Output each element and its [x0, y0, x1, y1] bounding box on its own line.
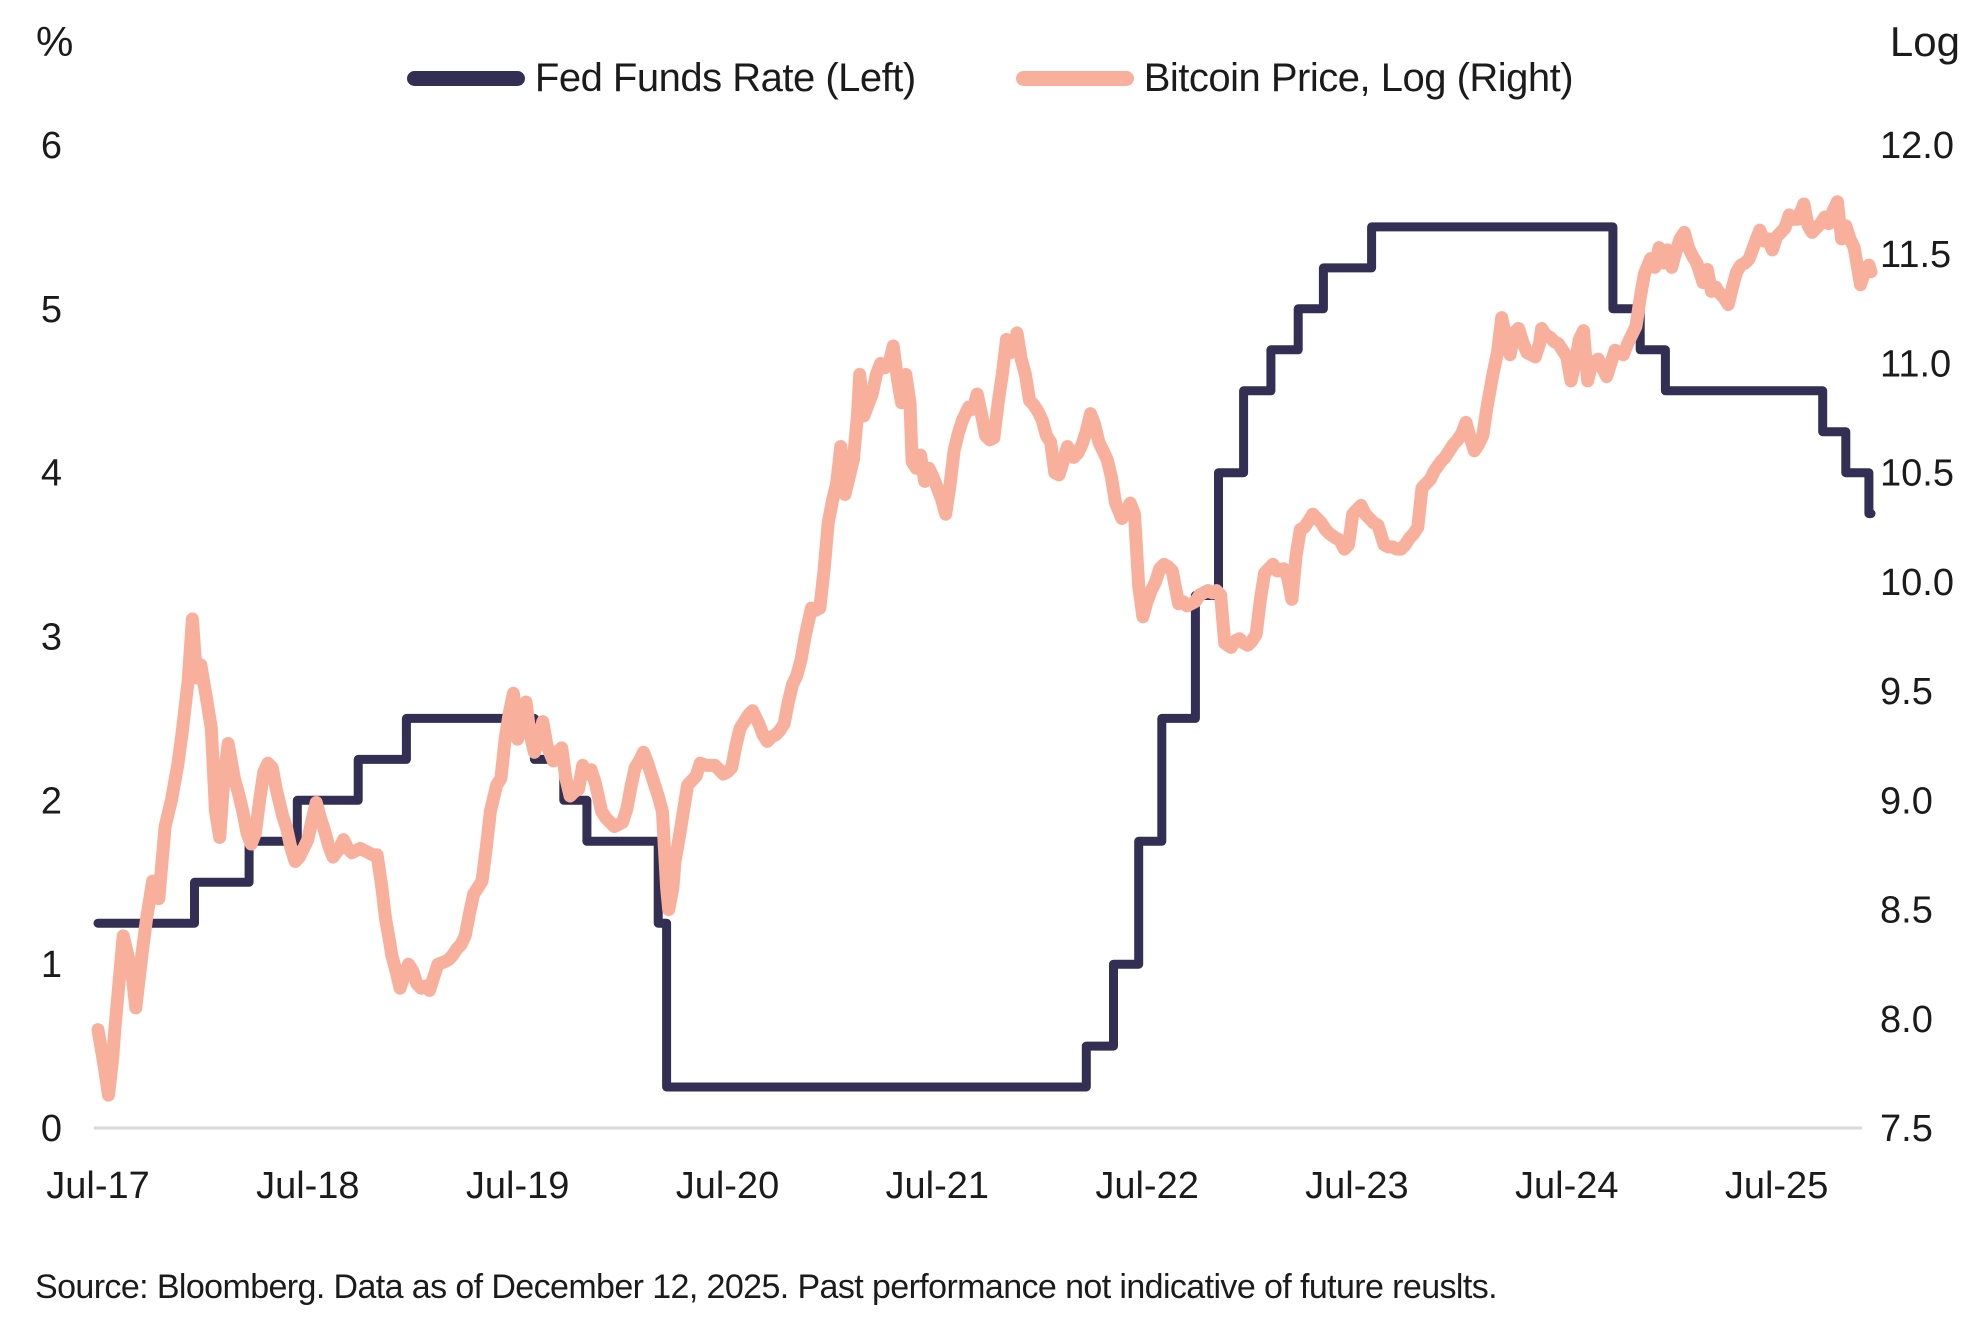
fed-funds-legend-label: Fed Funds Rate (Left) [534, 56, 916, 100]
x-axis-tick-label: Jul-17 [46, 1165, 150, 1207]
legend-item-fed-funds: Fed Funds Rate (Left) [406, 56, 916, 101]
x-axis-tick-label: Jul-24 [1515, 1165, 1619, 1207]
legend: Fed Funds Rate (Left) Bitcoin Price, Log… [0, 56, 1980, 101]
bitcoin-line [91, 195, 1878, 1102]
legend-item-bitcoin: Bitcoin Price, Log (Right) [1015, 56, 1574, 101]
bitcoin-legend-label: Bitcoin Price, Log (Right) [1143, 56, 1574, 100]
x-axis-tick-label: Jul-18 [256, 1165, 360, 1207]
y-axis-tick-label-right: 11.5 [1880, 234, 1951, 276]
y-axis-tick-label-left: 5 [41, 289, 62, 331]
y-axis-tick-label-right: 10.5 [1880, 453, 1954, 495]
x-axis-tick-label: Jul-21 [886, 1165, 990, 1207]
fed-funds-line [93, 222, 1876, 1092]
x-axis-tick-label: Jul-25 [1725, 1165, 1829, 1207]
x-axis-tick-label: Jul-20 [676, 1165, 780, 1207]
fed-funds-legend-swatch [406, 71, 525, 86]
right-axis-unit-label: Log [1889, 18, 1960, 65]
y-axis-tick-label-left: 4 [41, 453, 62, 495]
y-axis-tick-label-left: 6 [41, 125, 62, 167]
y-axis-tick-label-right: 8.5 [1880, 890, 1933, 932]
y-axis-tick-label-right: 12.0 [1880, 125, 1954, 167]
y-axis-tick-label-left: 1 [41, 944, 62, 986]
y-axis-tick-label-right: 9.5 [1880, 671, 1933, 713]
source-note: Source: Bloomberg. Data as of December 1… [35, 1268, 1498, 1306]
x-axis-tick-label: Jul-19 [466, 1165, 570, 1207]
y-axis-tick-label-right: 11.0 [1880, 343, 1951, 385]
y-axis-tick-label-left: 3 [41, 617, 62, 659]
y-axis-tick-label-left: 0 [41, 1108, 62, 1150]
y-axis-tick-label-right: 10.0 [1880, 562, 1954, 604]
y-axis-tick-label-right: 9.0 [1880, 780, 1933, 822]
left-axis-unit-label: % [36, 18, 74, 65]
y-axis-tick-label-left: 2 [41, 780, 62, 822]
y-axis-tick-label-right: 8.0 [1880, 999, 1933, 1041]
x-axis-tick-label: Jul-22 [1095, 1165, 1199, 1207]
bitcoin-legend-swatch [1015, 71, 1134, 86]
x-axis-tick-label: Jul-23 [1305, 1165, 1409, 1207]
y-axis-tick-label-right: 7.5 [1880, 1108, 1933, 1150]
